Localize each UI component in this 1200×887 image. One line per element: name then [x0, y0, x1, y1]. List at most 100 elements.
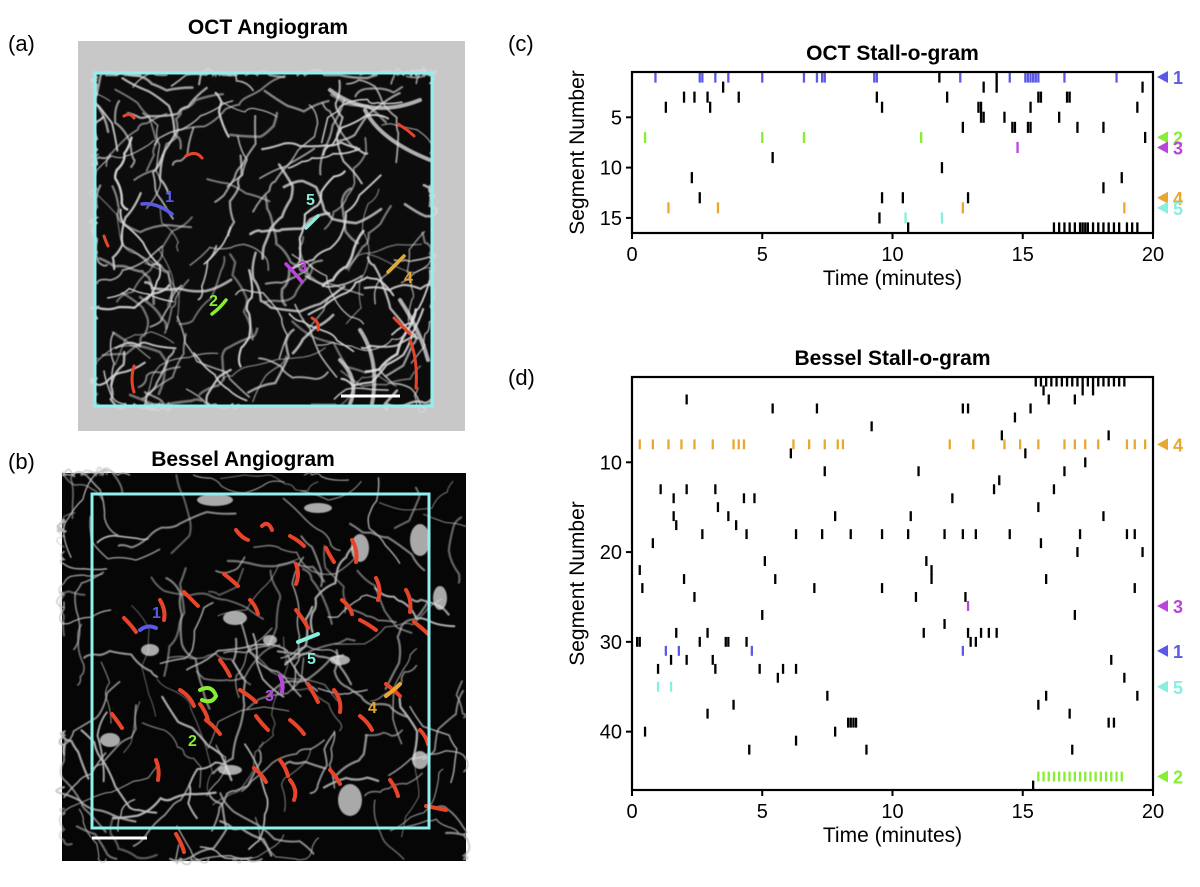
- stalled-segment: [340, 598, 354, 616]
- marker-label: 3: [1173, 597, 1183, 617]
- vessel: [143, 278, 233, 293]
- stall-event-seg-4: [1029, 101, 1032, 113]
- stall-event-seg-8: [1063, 439, 1066, 450]
- panel-b-letter: (b): [8, 449, 35, 474]
- stall-events: [636, 376, 1147, 791]
- vessel: [105, 112, 168, 167]
- vessel: [199, 846, 263, 863]
- bright-vessel: [100, 733, 120, 747]
- vessel: [370, 648, 418, 702]
- stall-event-seg-31: [664, 645, 667, 656]
- stall-event-seg-31: [750, 645, 753, 656]
- stall-event-seg-32: [685, 654, 688, 665]
- vessel: [258, 636, 289, 748]
- stalled-segment: [248, 598, 260, 616]
- vessel: [345, 204, 392, 270]
- stall-event-seg-7: [1107, 430, 1110, 441]
- stall-event-seg-1: [875, 71, 878, 83]
- vessel: [114, 341, 177, 350]
- segment-marker-1: 1: [1157, 68, 1183, 88]
- stall-event-seg-14: [1123, 202, 1126, 214]
- stall-event-seg-1: [873, 71, 876, 83]
- marker-label: 3: [1173, 138, 1183, 158]
- stall-event-seg-12: [1102, 182, 1105, 194]
- stall-event-seg-16: [1136, 222, 1139, 234]
- segment-marker-5: 5: [1157, 199, 1183, 219]
- stall-event-seg-14: [667, 202, 670, 214]
- stall-event-seg-18: [1125, 529, 1129, 540]
- stall-event-seg-8: [1144, 439, 1147, 450]
- vessel: [340, 365, 422, 388]
- stall-event-seg-11: [690, 172, 693, 184]
- stall-event-seg-24: [813, 583, 816, 593]
- stall-event-seg-1: [1034, 376, 1037, 387]
- stall-event-seg-16: [1097, 222, 1100, 234]
- y-tick-label: 40: [600, 722, 622, 744]
- vessel: [89, 284, 171, 320]
- vessel: [62, 468, 76, 478]
- stall-event-seg-13: [1052, 484, 1056, 495]
- stall-event-seg-1: [1039, 376, 1043, 387]
- vessel: [333, 734, 368, 779]
- oct-vessel-label-3: 3: [298, 259, 307, 276]
- stall-event-seg-11: [1120, 172, 1123, 184]
- stall-event-seg-15: [716, 502, 720, 513]
- stall-event-seg-8: [1084, 439, 1087, 450]
- marker-arrow: [1157, 438, 1168, 451]
- stall-event-seg-18: [880, 529, 884, 540]
- stalled-segment: [306, 682, 320, 704]
- stall-event-seg-7: [1144, 131, 1147, 143]
- vessel: [422, 183, 436, 201]
- stall-event-seg-30: [724, 636, 727, 647]
- stall-event-seg-6: [1011, 121, 1014, 133]
- stall-event-seg-4: [815, 403, 819, 414]
- stall-event-seg-3: [1068, 91, 1071, 103]
- stall-event-seg-11: [823, 466, 826, 477]
- vessel: [115, 216, 193, 303]
- stall-event-seg-36: [826, 690, 829, 701]
- oct-vessel-label-4: 4: [404, 270, 413, 287]
- stall-event-seg-3: [682, 91, 686, 103]
- stall-event-seg-42: [1071, 744, 1074, 755]
- marker-arrow: [1157, 141, 1168, 154]
- stall-event-seg-16: [727, 511, 730, 522]
- vessel: [156, 678, 213, 791]
- stall-event-seg-1: [654, 71, 657, 83]
- stall-event-seg-16: [1073, 222, 1076, 234]
- stalled-segment: [130, 364, 136, 394]
- vessel: [251, 251, 346, 313]
- vessel: [334, 79, 363, 185]
- vessel: [321, 102, 358, 152]
- stall-event-seg-26: [966, 601, 970, 611]
- stall-event-seg-13: [698, 192, 701, 204]
- vessel: [410, 598, 450, 616]
- vessel: [317, 687, 368, 695]
- stalled-segment: [154, 758, 161, 782]
- vessel: [203, 226, 232, 265]
- vessel: [205, 368, 232, 406]
- stall-event-seg-3: [737, 91, 740, 103]
- stall-event-seg-2: [1091, 385, 1095, 396]
- stall-event-seg-1: [1102, 376, 1105, 387]
- stalled-segment-v4: [384, 682, 402, 698]
- vessel: [398, 697, 419, 761]
- vessel: [378, 480, 454, 511]
- stall-event-seg-4: [1029, 403, 1032, 414]
- stall-event-seg-8: [651, 439, 654, 450]
- stall-event-seg-21: [763, 556, 766, 566]
- y-tick-label: 20: [600, 542, 622, 564]
- vessel: [63, 752, 107, 799]
- marker-label: 5: [1173, 678, 1183, 698]
- y-tick-label: 5: [611, 107, 622, 129]
- stalled-segment: [252, 766, 268, 784]
- stall-event-seg-18: [701, 529, 704, 540]
- vessel: [400, 254, 437, 284]
- oct-vessel-network: [88, 65, 439, 414]
- stall-event-seg-1: [727, 71, 730, 83]
- stall-event-seg-16: [909, 511, 912, 522]
- stall-event-seg-16: [1091, 222, 1095, 234]
- stall-event-seg-1: [821, 71, 824, 83]
- stalled-segment-v5: [304, 214, 320, 230]
- vessel: [354, 85, 404, 98]
- vessel: [367, 477, 401, 564]
